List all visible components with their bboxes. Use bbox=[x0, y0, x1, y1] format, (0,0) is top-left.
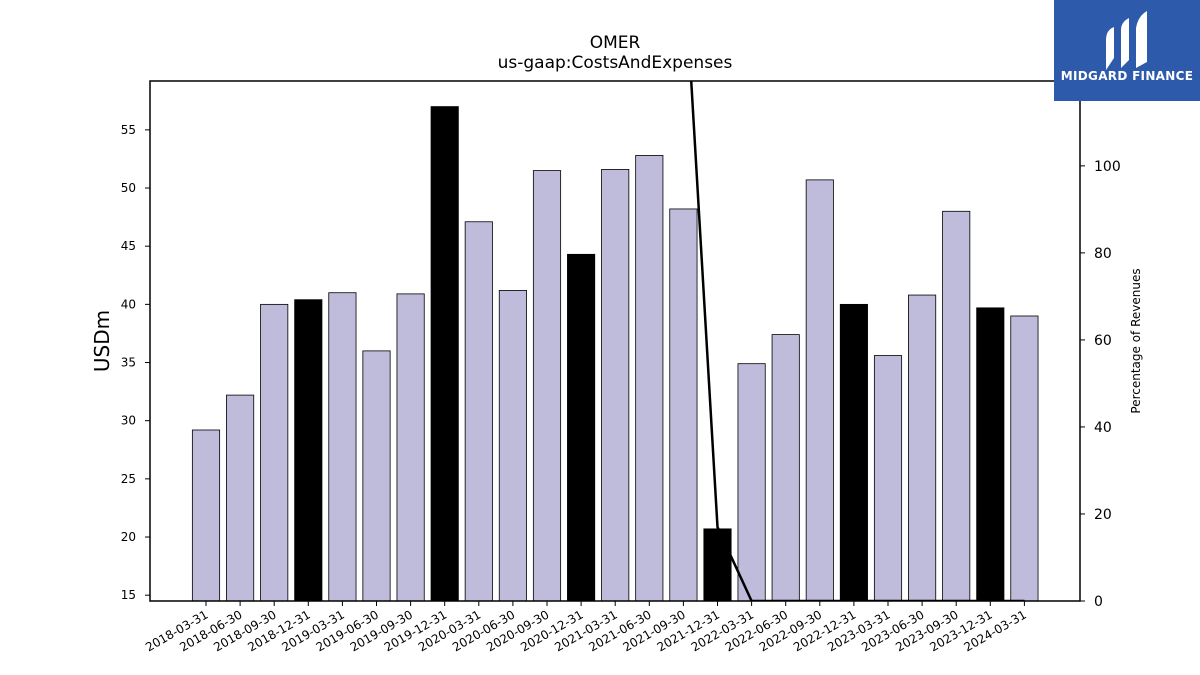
percentage-line-group bbox=[689, 81, 1025, 601]
bar-2020-09-30 bbox=[532, 170, 562, 602]
bar-2022-09-30 bbox=[805, 179, 834, 602]
y2-tick-label: 100 bbox=[1094, 159, 1121, 175]
left-axis-ticks: 15 20 25 30 35 40 45 50 55 bbox=[121, 123, 150, 602]
y-tick-label: 35 bbox=[121, 356, 136, 370]
bar-2022-12-31 bbox=[839, 303, 868, 602]
bar-2021-06-30 bbox=[635, 155, 664, 602]
y-tick-label: 30 bbox=[121, 414, 136, 428]
bar-2022-03-31 bbox=[737, 363, 766, 602]
y2-tick-label: 40 bbox=[1094, 420, 1112, 436]
bar-2023-12-31 bbox=[976, 307, 1005, 602]
bar-2019-12-31 bbox=[430, 106, 459, 602]
midgard-finance-logo: MIDGARD FINANCE bbox=[1054, 0, 1200, 101]
bar-2018-09-30 bbox=[260, 303, 289, 602]
y-tick-label: 45 bbox=[121, 239, 136, 253]
y-tick-label: 25 bbox=[121, 472, 136, 486]
bar-2023-06-30 bbox=[908, 294, 937, 602]
bars-group bbox=[191, 106, 1039, 602]
y-tick-label: 50 bbox=[121, 181, 136, 195]
bar-2020-03-31 bbox=[464, 221, 493, 602]
logo-text: MIDGARD FINANCE bbox=[1061, 69, 1193, 83]
chart-title: OMER bbox=[590, 33, 641, 53]
bar-2021-03-31 bbox=[601, 169, 630, 602]
bar-2019-03-31 bbox=[328, 292, 357, 602]
percentage-of-revenues-line bbox=[689, 81, 1025, 601]
y-tick-label: 40 bbox=[121, 297, 136, 311]
bar-2018-12-31 bbox=[294, 299, 323, 602]
bar-2021-12-31 bbox=[703, 528, 732, 602]
right-axis-label: Percentage of Revenues bbox=[1129, 268, 1143, 413]
bar-2023-09-30 bbox=[942, 210, 971, 602]
bar-2020-12-31 bbox=[567, 253, 596, 602]
y2-tick-label: 60 bbox=[1094, 333, 1112, 349]
bar-2020-06-30 bbox=[498, 289, 527, 602]
y2-tick-label: 0 bbox=[1094, 594, 1103, 610]
bar-2019-09-30 bbox=[396, 293, 425, 602]
bar-2018-06-30 bbox=[226, 394, 255, 602]
bar-2018-03-31 bbox=[191, 429, 221, 602]
right-axis-ticks: 0 20 40 60 80 100 bbox=[1080, 159, 1121, 610]
y-tick-label: 55 bbox=[121, 123, 136, 137]
y-tick-label: 15 bbox=[121, 588, 136, 602]
chart-subtitle: us-gaap:CostsAndExpenses bbox=[498, 53, 733, 73]
x-axis-ticks: 2018-03-312018-06-302018-09-302018-12-31… bbox=[143, 601, 1029, 654]
logo-mark-icon bbox=[1106, 11, 1147, 70]
y-tick-label: 20 bbox=[121, 530, 136, 544]
bar-2022-06-30 bbox=[771, 334, 800, 602]
bar-2024-03-31 bbox=[1010, 315, 1039, 602]
bar-2019-06-30 bbox=[362, 350, 391, 602]
y2-tick-label: 80 bbox=[1094, 246, 1112, 262]
y-axis-label: USDm bbox=[90, 310, 114, 372]
y2-tick-label: 20 bbox=[1094, 507, 1112, 523]
bar-2023-03-31 bbox=[873, 355, 903, 602]
bar-2021-09-30 bbox=[669, 208, 698, 602]
